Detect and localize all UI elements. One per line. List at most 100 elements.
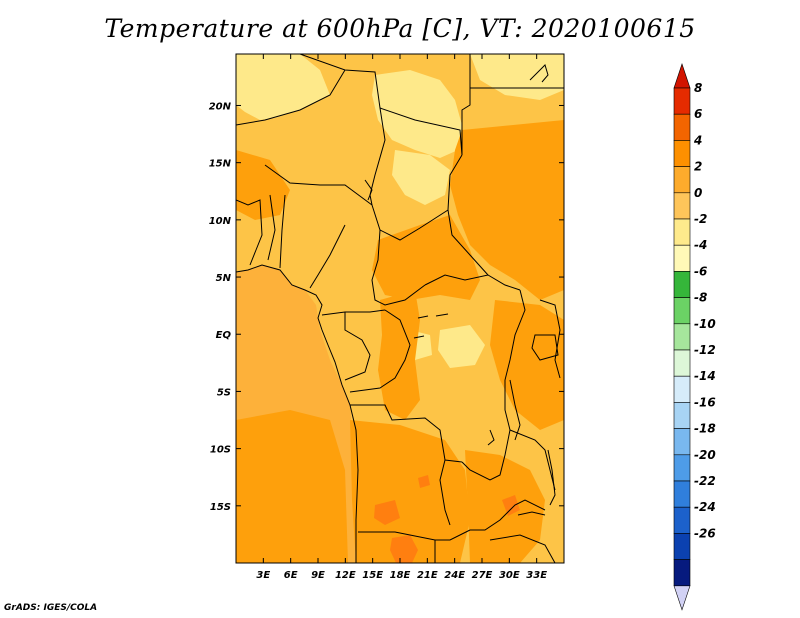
colorbar-label: -16	[694, 395, 716, 409]
border-gabon-congo	[344, 312, 371, 381]
colorbar-label: -12	[694, 343, 716, 357]
border-drc-east	[504, 289, 526, 431]
border-benin	[279, 194, 286, 269]
cool-zone-congo-east	[438, 325, 485, 368]
colorbar-label: 0	[694, 186, 702, 200]
lon-tick-label: 9E	[311, 570, 325, 581]
warm-zone-ocean-south	[236, 410, 348, 563]
border-zambia-south	[470, 499, 546, 531]
colorbar-label: 6	[694, 107, 702, 121]
lat-tick-label: 5S	[217, 387, 231, 398]
river-congo	[413, 313, 449, 339]
colorbar-swatch	[673, 113, 691, 141]
border-angola-zambia	[439, 459, 451, 526]
hot-spot-zambia	[502, 495, 520, 516]
border-car-south	[424, 274, 521, 291]
colorbar-label: -24	[694, 500, 716, 514]
lat-tick-label: 5N	[216, 273, 232, 284]
lon-tick-label: 30E	[499, 570, 520, 581]
border-cameroon-car	[371, 229, 426, 306]
lat-tick-label: EQ	[216, 330, 232, 341]
colorbar-label: -4	[694, 238, 707, 252]
warm-zone-east-africa	[490, 300, 564, 430]
hot-spot-namibia	[390, 535, 418, 563]
colorbar-label: -26	[694, 526, 716, 540]
cool-zone-sahara-central	[372, 70, 462, 158]
border-drc-zambia	[461, 429, 511, 481]
colorbar-label: 2	[694, 160, 702, 174]
border-nigeria-cameroon	[309, 224, 346, 289]
colorbar-swatch	[673, 375, 691, 403]
colorbar-swatch	[673, 402, 691, 429]
colorbar-swatch	[673, 559, 691, 587]
border-niger-chad	[369, 107, 386, 206]
colorbar-swatch	[673, 244, 691, 272]
lon-tick-label: 12E	[335, 570, 356, 581]
colorbar-swatch	[673, 166, 691, 194]
country-borders	[236, 54, 564, 563]
colorbar-swatch	[673, 480, 691, 508]
border-tanzania-mozambique	[509, 429, 556, 491]
lon-tick-label: 33E	[526, 570, 547, 581]
lat-tick-label: 10N	[209, 216, 232, 227]
lon-tick-label: 15E	[362, 570, 383, 581]
axis-ticks: 3E 6E 9E 12E 15E 18E 21E 24E 27E 30E 33E 20N 15N 10N 5…	[209, 54, 564, 581]
border-congo-drc	[349, 309, 411, 393]
border-ghana-togo	[267, 194, 276, 261]
colorbar-label: -10	[694, 317, 716, 331]
lake-malawi	[547, 449, 556, 506]
lake-tanganyika	[509, 379, 521, 441]
colorbar-label: -2	[694, 212, 707, 226]
colorbar-swatch	[673, 297, 691, 325]
border-guinea-region	[236, 199, 263, 266]
colorbar-top-arrow	[673, 63, 691, 89]
red-sea-coast	[529, 64, 549, 83]
border-uganda-kenya	[539, 299, 561, 379]
lat-tick-label: 15N	[209, 159, 232, 170]
border-libya-chad	[379, 107, 463, 156]
border-mali-niger	[236, 69, 346, 126]
hot-spot-angola-east	[418, 475, 430, 488]
hot-spot-angola	[374, 500, 400, 525]
warm-zone-angola	[350, 420, 470, 563]
lat-tick-label: 10S	[210, 445, 231, 456]
lake-mweru	[487, 429, 495, 446]
lake-victoria	[531, 334, 559, 361]
lon-tick-label: 6E	[284, 570, 298, 581]
colorbar-swatch	[673, 506, 691, 534]
colorbar-label: -22	[694, 474, 716, 488]
colorbar-bottom-arrow	[673, 585, 691, 611]
border-chad-sudan	[447, 154, 489, 276]
lon-tick-label: 24E	[444, 570, 465, 581]
colorbar-swatch	[673, 349, 691, 377]
footer-credit: GrADS: IGES/COLA	[4, 603, 98, 613]
colorbar-label: 8	[694, 81, 702, 95]
border-cameroon-gabon	[321, 309, 386, 316]
colorbar-label: -14	[694, 369, 716, 383]
lon-tick-label: 27E	[472, 570, 493, 581]
colorbar-swatch	[673, 533, 691, 560]
colorbar-swatch	[673, 192, 691, 220]
colorbar-swatch	[673, 218, 691, 246]
lon-tick-label: 21E	[417, 570, 438, 581]
colorbar-swatch	[673, 323, 691, 351]
colorbar: 8 6 4 2 0 -2 -4 -6 -8 -10 -12 -14 -16 -18 -20 -22 -24 -26	[673, 63, 716, 611]
border-chad-car	[371, 204, 449, 241]
warm-zone-congo-basin	[378, 290, 420, 420]
colorbar-swatch	[673, 140, 691, 167]
cool-zone-sahara-west	[236, 54, 330, 120]
border-niger-nigeria	[264, 164, 373, 206]
lat-tick-label: 15S	[210, 502, 231, 513]
lat-tick-label: 20N	[209, 101, 232, 112]
colorbar-swatch	[673, 454, 691, 482]
colorbar-label: 4	[693, 133, 702, 147]
lake-kariba	[517, 511, 546, 516]
colorbar-swatch	[673, 271, 691, 298]
colorbar-label: -8	[694, 291, 707, 305]
border-nile	[364, 179, 373, 201]
temperature-field	[236, 54, 564, 563]
colorbar-label: -20	[694, 448, 716, 462]
warm-zone-north-east	[236, 150, 290, 220]
warm-zone-sudan	[450, 120, 564, 300]
